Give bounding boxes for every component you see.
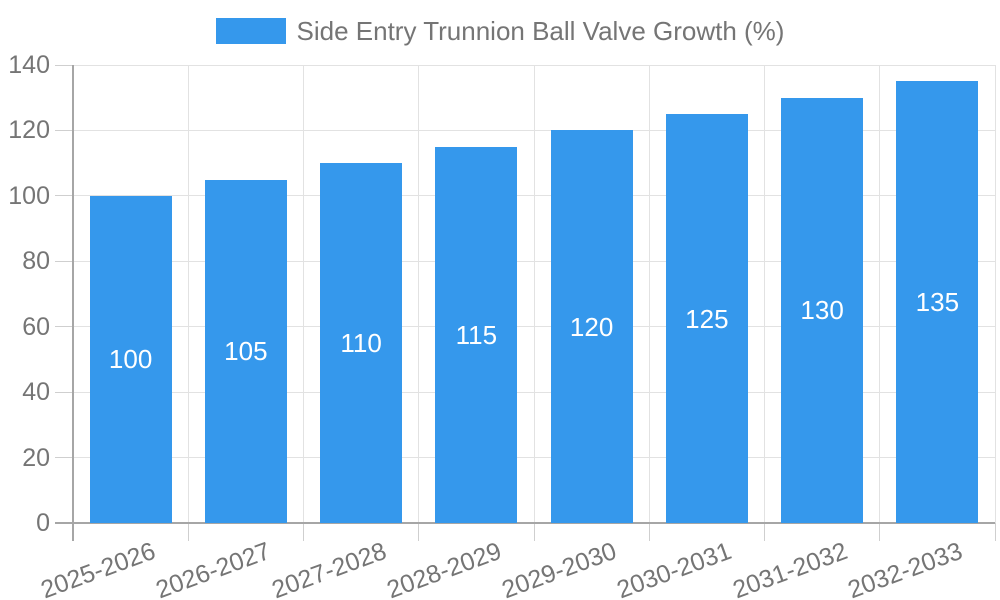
y-axis-line — [72, 65, 74, 541]
gridline-vertical — [764, 65, 765, 523]
bar-value-label: 100 — [108, 344, 153, 375]
gridline-vertical — [533, 65, 535, 523]
x-axis-tick-label: 2032-2033 — [844, 537, 966, 600]
x-axis-tick-mark — [533, 523, 535, 541]
bar-value-label: 110 — [340, 328, 382, 359]
legend-label: Side Entry Trunnion Ball Valve Growth (%… — [296, 16, 785, 46]
y-axis-tick-mark — [55, 457, 73, 459]
x-axis-tick-mark — [994, 523, 996, 541]
x-axis-line — [55, 522, 995, 524]
chart-legend[interactable]: Side Entry Trunnion Ball Valve Growth (%… — [0, 16, 1000, 46]
y-axis-tick-label: 20 — [22, 443, 50, 472]
x-axis-tick-mark — [418, 523, 420, 541]
x-axis-tick-label: 2028-2029 — [383, 537, 505, 600]
x-axis-tick-label: 2031-2032 — [728, 537, 851, 600]
y-axis-tick-label: 40 — [22, 378, 50, 407]
bar[interactable] — [320, 163, 403, 523]
gridline-vertical — [648, 65, 650, 523]
x-axis-tick-mark — [648, 523, 650, 541]
y-axis-tick-label: 0 — [36, 509, 50, 537]
x-axis-tick-mark — [764, 523, 765, 541]
y-axis-tick-mark — [55, 195, 73, 197]
y-axis-tick-label: 140 — [8, 51, 50, 79]
gridline-vertical — [303, 65, 304, 523]
bar[interactable] — [89, 195, 172, 523]
y-axis-tick-label: 80 — [22, 247, 50, 276]
x-axis-tick-label: 2030-2031 — [613, 537, 736, 600]
x-axis-tick-label: 2026-2027 — [152, 537, 275, 600]
bar[interactable] — [204, 179, 287, 523]
y-axis-tick-label: 100 — [8, 181, 50, 210]
x-axis-tick-label: 2029-2030 — [498, 537, 621, 600]
y-axis-tick-label: 60 — [22, 312, 50, 341]
bar[interactable] — [550, 130, 633, 523]
bar[interactable] — [896, 81, 979, 523]
legend-swatch-icon — [215, 18, 286, 44]
bar-value-label: 130 — [800, 295, 844, 326]
bar[interactable] — [435, 146, 518, 523]
bar-value-label: 120 — [569, 311, 614, 342]
gridline-vertical — [879, 65, 881, 523]
y-axis-tick-mark — [55, 260, 73, 262]
x-axis-tick-mark — [187, 523, 189, 541]
y-axis-tick-mark — [55, 391, 73, 393]
x-axis-tick-mark — [879, 523, 881, 541]
gridline-vertical — [418, 65, 420, 523]
bar[interactable] — [781, 97, 864, 523]
bar-value-label: 105 — [224, 336, 268, 367]
y-axis-tick-mark — [55, 129, 73, 131]
y-axis-tick-mark — [55, 64, 73, 66]
y-axis-tick-label: 120 — [8, 116, 50, 145]
bar[interactable] — [665, 114, 748, 523]
x-axis-tick-label: 2027-2028 — [267, 537, 390, 600]
bar-value-label: 135 — [915, 287, 960, 318]
gridline-vertical — [187, 65, 189, 523]
bar-value-label: 115 — [455, 319, 498, 350]
bar-value-label: 125 — [685, 303, 729, 334]
x-axis-tick-mark — [303, 523, 304, 541]
x-axis-tick-label: 2025-2026 — [37, 537, 160, 600]
y-axis-tick-mark — [55, 326, 73, 328]
gridline-vertical — [994, 65, 996, 523]
